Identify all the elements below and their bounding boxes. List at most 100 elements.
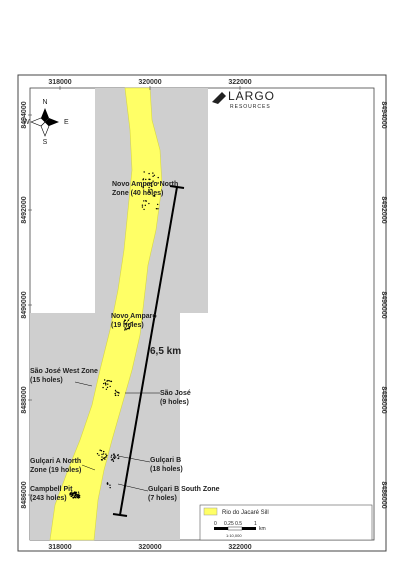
drill-hole (128, 326, 131, 328)
drill-hole (72, 496, 74, 499)
compass-n: N (42, 99, 47, 106)
drill-hole (127, 323, 130, 326)
drill-hole (105, 456, 107, 458)
drill-hole (115, 391, 117, 393)
drill-hole (123, 320, 125, 323)
easting-label: 320000 (138, 79, 161, 86)
drill-hole (157, 208, 159, 210)
scale-tick: 0 (214, 521, 217, 527)
compass-w: W (23, 119, 30, 126)
annotation-label: Gulçari B South Zone (148, 486, 220, 493)
sill-area (49, 87, 163, 541)
pointer (124, 317, 131, 326)
annotation-label: (7 holes) (148, 495, 177, 502)
compass: N S E W (23, 99, 69, 146)
drill-hole (130, 321, 132, 324)
drill-hole (104, 382, 107, 385)
northing-label: 8490000 (380, 291, 387, 318)
drill-hole (106, 380, 108, 382)
drill-hole (117, 394, 119, 397)
northing-label: 8486000 (21, 481, 28, 508)
drill-hole (113, 457, 116, 460)
drill-hole (78, 494, 81, 497)
drill-hole (106, 482, 109, 484)
drill-hole (104, 458, 106, 460)
drill-hole (96, 452, 99, 455)
annotation-label: Novo Amparo North (112, 181, 178, 188)
drill-hole (70, 493, 72, 495)
pointer (81, 464, 96, 471)
drill-hole (109, 484, 111, 486)
drill-hole (143, 208, 145, 211)
annotation-label: Zone (19 holes) (30, 467, 81, 474)
drill-hole (141, 204, 144, 206)
drill-hole (124, 329, 126, 331)
drill-hole (103, 379, 106, 381)
drill-hole (107, 383, 109, 385)
drill-hole (76, 495, 78, 497)
annotation-label: São José (160, 390, 191, 397)
annotation-label: (243 holes) (30, 495, 67, 502)
scale-unit: km (259, 526, 266, 532)
drill-hole (73, 491, 76, 493)
annotation-label: São José West Zone (30, 368, 98, 375)
distance-cap (169, 185, 185, 189)
drill-hole (70, 491, 73, 493)
drill-hole (110, 454, 113, 457)
annotation-label: (15 holes) (30, 377, 63, 384)
pointer (74, 381, 93, 387)
drill-hole (115, 456, 117, 458)
drill-hole (78, 496, 81, 498)
drill-hole (152, 175, 154, 178)
annotation-label: Novo Amparo (111, 313, 157, 320)
drill-hole (103, 457, 106, 459)
distance-label: 6,5 km (150, 346, 181, 357)
drill-hole (117, 457, 119, 460)
drill-hole (148, 189, 150, 191)
compass-e: E (64, 119, 69, 126)
annotation-label: (9 holes) (160, 399, 189, 406)
drill-hole (75, 492, 77, 494)
drill-hole (70, 495, 73, 497)
northing-label: 8494000 (21, 101, 28, 128)
annotation-label: Gulçari A North (30, 458, 81, 465)
drill-hole (143, 200, 145, 202)
drill-hole (100, 459, 103, 461)
drill-hole (75, 493, 78, 495)
drill-hole (114, 389, 117, 392)
drill-hole (69, 494, 71, 496)
drill-hole (102, 382, 105, 385)
drill-hole (77, 497, 80, 499)
scale-ratio: 1:10,000 (226, 533, 242, 538)
drill-hole (100, 450, 103, 452)
drill-hole (115, 394, 117, 397)
drill-hole (77, 491, 80, 493)
annotation-label: Gulçari B (150, 457, 181, 464)
distance-cap (112, 513, 128, 517)
drill-hole (106, 454, 108, 457)
drill-hole (148, 186, 150, 189)
drill-hole (155, 208, 158, 210)
drill-hole (73, 495, 76, 497)
drill-hole (123, 319, 126, 321)
drill-hole (105, 384, 107, 386)
easting-label: 318000 (48, 79, 71, 86)
drill-hole (157, 176, 159, 179)
drill-hole (157, 182, 159, 184)
legend-label: Rio do Jacaré Sill (222, 510, 269, 516)
drill-hole (152, 180, 154, 182)
annotation-label: Campbell Pit (30, 486, 73, 493)
drill-hole (149, 191, 151, 194)
drill-hole (112, 459, 114, 461)
northing-label: 8494000 (380, 101, 387, 128)
annotation-label: Zone (40 holes) (112, 190, 163, 197)
drill-hole (151, 185, 153, 187)
drill-hole (105, 388, 108, 391)
drill-hole (110, 456, 112, 458)
drill-hole (125, 328, 127, 331)
drill-hole (105, 453, 107, 455)
drill-hole (102, 386, 104, 389)
northing-label: 8486000 (380, 481, 387, 508)
drill-hole (109, 486, 111, 489)
drill-holes (69, 171, 159, 499)
